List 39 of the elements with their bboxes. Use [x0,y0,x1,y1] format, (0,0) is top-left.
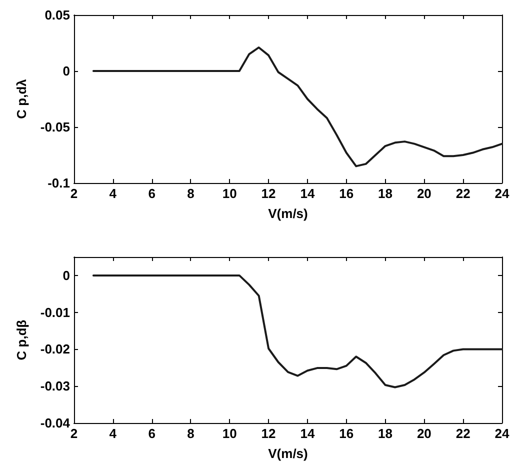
y-axis-title: C p,dλ [14,78,29,119]
y-tick-label: 0 [62,64,70,78]
x-tick-label: 12 [261,186,276,201]
x-tick-label: 20 [416,426,432,441]
x-tick-label: 2 [70,186,78,201]
x-tick-label: 6 [148,426,156,441]
x-tick-label: 16 [339,186,354,201]
x-tick-label: 12 [261,426,276,441]
x-tick-label: 22 [456,186,470,201]
x-tick-label: 8 [187,426,194,441]
x-axis-title: V(m/s) [268,206,308,221]
y-tick-label: -0.03 [40,378,70,394]
y-tick-label: -0.1 [48,176,70,190]
x-tick-label: 20 [416,186,432,201]
y-tick-label: -0.01 [40,304,70,320]
x-tick-label: 18 [378,186,393,201]
x-tick-label: 14 [300,186,316,201]
line-series [92,274,503,388]
x-tick-label: 10 [222,186,237,201]
y-tick-label: -0.04 [40,416,71,430]
x-tick-label: 2 [70,426,78,441]
x-tick-label: 6 [148,186,156,201]
x-tick-label: 8 [187,186,194,201]
x-tick-label: 4 [109,426,118,441]
y-axis-title: C p,dβ [14,320,29,360]
x-tick-label: 4 [109,186,118,201]
x-axis-title: V(m/s) [268,446,308,461]
y-tick-label: -0.05 [40,120,70,134]
x-tick-label: 10 [222,426,237,441]
x-tick-label: 24 [494,426,510,441]
y-tick-label: -0.02 [40,342,70,357]
x-tick-label: 18 [378,426,393,441]
x-tick-label: 16 [339,426,354,441]
x-tick-label: 14 [300,426,316,441]
x-tick-label: 24 [494,186,510,201]
y-tick-label: 0.05 [44,8,70,22]
line-series [92,46,503,168]
y-tick-label: 0 [62,268,70,283]
x-tick-label: 22 [456,426,470,441]
